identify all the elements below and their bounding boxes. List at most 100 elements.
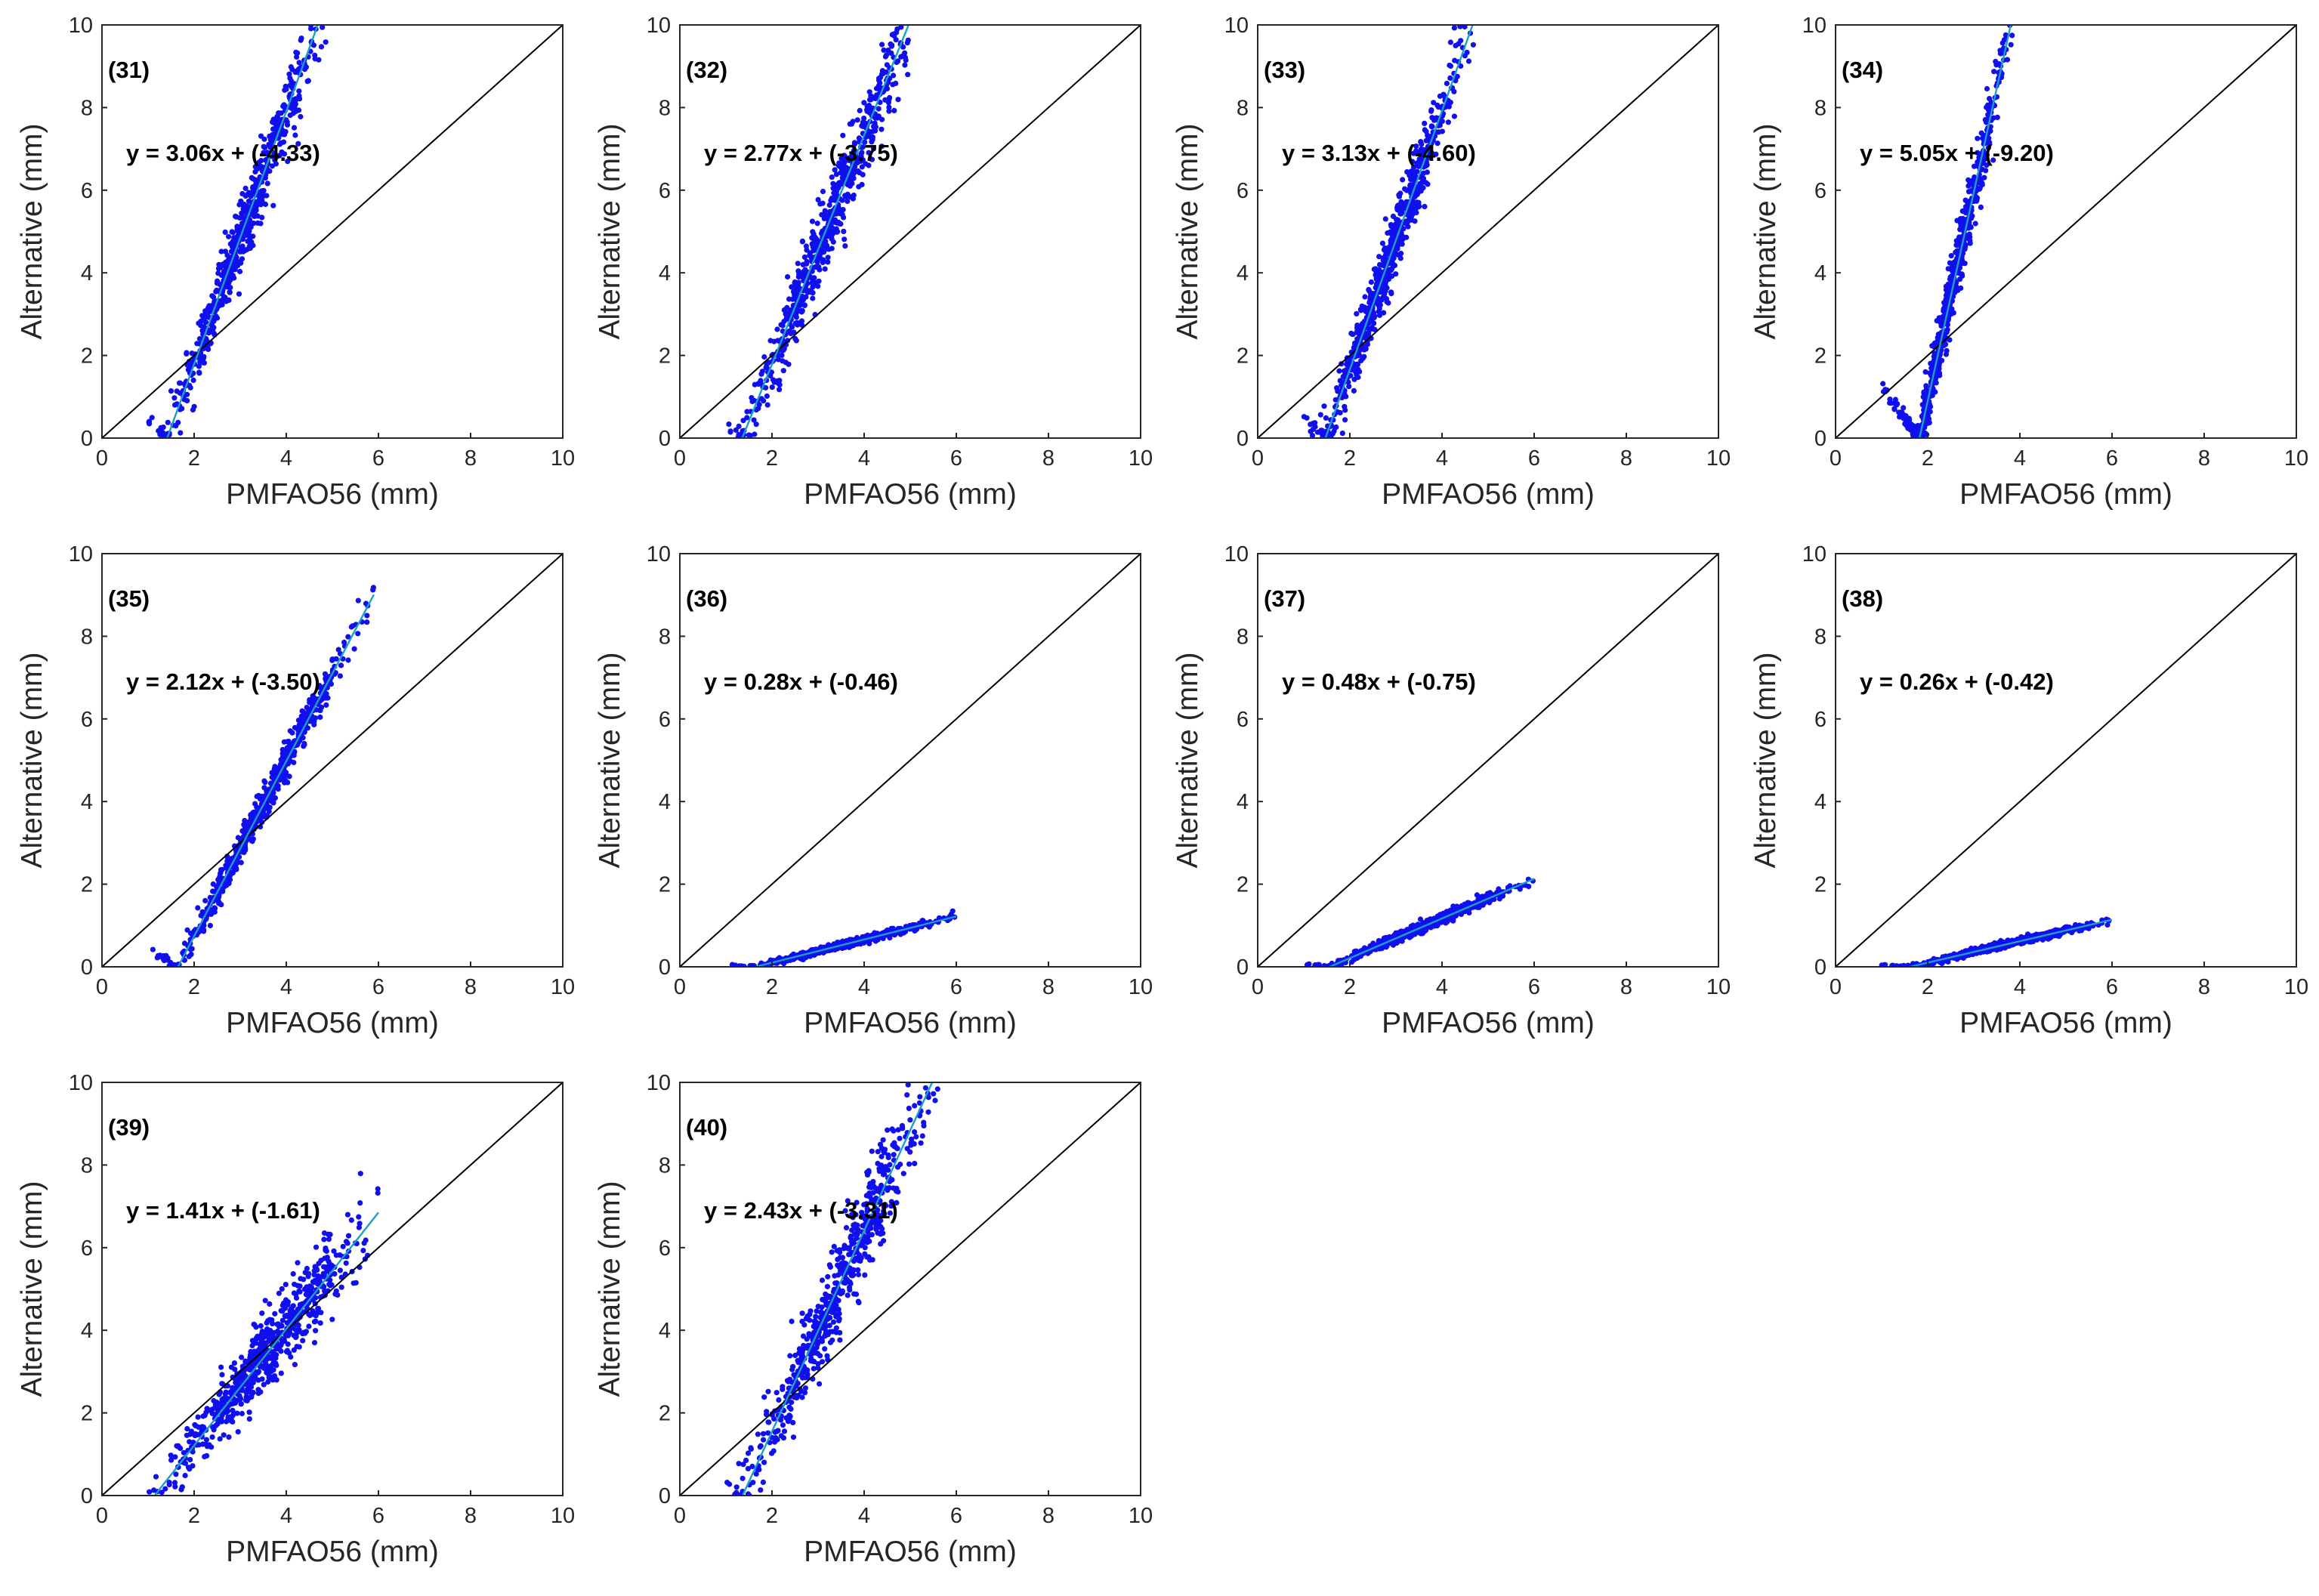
scatter-point bbox=[752, 431, 758, 437]
scatter-point bbox=[810, 276, 816, 282]
scatter-point bbox=[286, 71, 292, 77]
scatter-point bbox=[2008, 42, 2014, 48]
scatter-point bbox=[325, 695, 331, 701]
scatter-point bbox=[767, 338, 774, 344]
scatter-point bbox=[798, 309, 804, 315]
scatter-point bbox=[262, 779, 268, 786]
scatter-point bbox=[337, 673, 343, 679]
scatter-point bbox=[1969, 215, 1975, 221]
scatter-point bbox=[1957, 227, 1963, 233]
scatter-point bbox=[781, 319, 787, 325]
scatter-point bbox=[839, 211, 845, 218]
scatter-point bbox=[236, 291, 242, 297]
scatter-point bbox=[1321, 403, 1327, 409]
scatter-point bbox=[863, 161, 869, 167]
scatter-point bbox=[830, 181, 836, 187]
scatter-point bbox=[840, 132, 846, 138]
scatter-point bbox=[364, 619, 370, 625]
scatter-point bbox=[761, 353, 767, 360]
x-tick-label: 8 bbox=[1620, 975, 1632, 999]
panel-label: (34) bbox=[1842, 57, 1883, 83]
scatter-point bbox=[1301, 414, 1307, 420]
scatter-point bbox=[289, 730, 295, 736]
scatter-point bbox=[307, 699, 313, 705]
scatter-point bbox=[292, 132, 298, 138]
scatter-point bbox=[822, 266, 828, 272]
scatter-point bbox=[179, 406, 185, 412]
scatter-point bbox=[345, 634, 351, 640]
scatter-point bbox=[1951, 259, 1957, 265]
scatter-point bbox=[187, 364, 193, 370]
scatter-point bbox=[172, 402, 178, 408]
scatter-point bbox=[833, 171, 839, 178]
scatter-point bbox=[799, 239, 805, 245]
y-tick-label: 2 bbox=[81, 873, 93, 897]
scatter-point bbox=[758, 378, 764, 384]
scatter-point bbox=[847, 183, 853, 189]
scatter-point bbox=[262, 175, 268, 181]
scatter-point bbox=[274, 125, 280, 131]
scatter-point bbox=[246, 228, 252, 234]
scatter-point bbox=[1920, 403, 1926, 409]
scatter-point bbox=[287, 113, 293, 119]
scatter-point bbox=[264, 193, 270, 199]
scatter-point bbox=[1974, 195, 1981, 201]
scatter-point bbox=[1956, 270, 1962, 276]
scatter-point bbox=[1388, 237, 1394, 244]
scatter-point bbox=[810, 295, 816, 301]
scatter-point bbox=[1396, 192, 1402, 198]
y-tick-label: 10 bbox=[1224, 542, 1249, 566]
scatter-point bbox=[832, 194, 838, 200]
scatter-point bbox=[285, 159, 291, 165]
scatter-point bbox=[256, 159, 262, 165]
y-tick-label: 4 bbox=[1237, 261, 1249, 286]
scatter-point bbox=[1447, 75, 1453, 81]
y-tick-label: 10 bbox=[647, 14, 671, 38]
scatter-point bbox=[870, 146, 877, 152]
x-tick-label: 4 bbox=[280, 446, 292, 471]
scatter-point bbox=[829, 174, 835, 181]
scatter-point bbox=[171, 962, 178, 967]
scatter-point bbox=[1462, 25, 1468, 29]
scatter-point bbox=[1990, 115, 1996, 121]
scatter-point bbox=[811, 231, 817, 237]
scatter-point bbox=[795, 282, 801, 288]
scatter-point bbox=[205, 339, 211, 345]
scatter-point bbox=[279, 751, 286, 757]
scatter-point bbox=[1337, 409, 1343, 416]
scatter-point bbox=[1400, 929, 1407, 935]
scatter-point bbox=[1385, 300, 1391, 306]
scatter-point bbox=[869, 156, 875, 162]
scatter-point bbox=[289, 66, 295, 73]
scatter-point bbox=[1910, 423, 1916, 429]
scatter-point bbox=[825, 246, 831, 252]
scatter-point bbox=[270, 202, 276, 208]
scatter-point bbox=[1429, 923, 1435, 929]
scatter-point bbox=[160, 424, 166, 431]
x-tick-label: 8 bbox=[465, 446, 477, 471]
scatter-point bbox=[801, 254, 807, 260]
y-tick-label: 4 bbox=[81, 790, 93, 814]
scatter-point bbox=[150, 946, 156, 952]
scatter-point bbox=[241, 232, 247, 238]
scatter-point bbox=[1901, 415, 1907, 421]
scatter-point bbox=[245, 819, 252, 825]
scatter-point bbox=[809, 218, 816, 224]
scatter-point bbox=[857, 157, 863, 163]
scatter-point bbox=[1975, 135, 1981, 141]
scatter-point bbox=[1315, 962, 1321, 967]
y-axis-label: Alternative (mm) bbox=[1749, 123, 1782, 339]
scatter-point bbox=[227, 289, 233, 295]
scatter-point bbox=[270, 136, 276, 142]
scatter-point bbox=[1366, 330, 1372, 336]
scatter-point bbox=[295, 140, 301, 147]
scatter-point bbox=[181, 957, 187, 963]
x-tick-label: 2 bbox=[1344, 446, 1356, 471]
scatter-point bbox=[1958, 285, 1964, 292]
scatter-point bbox=[1408, 214, 1414, 220]
scatter-point bbox=[1425, 181, 1431, 187]
scatter-point bbox=[237, 268, 243, 275]
scatter-point bbox=[1938, 323, 1944, 329]
scatter-point bbox=[1997, 50, 2003, 57]
scatter-point bbox=[1351, 364, 1357, 370]
